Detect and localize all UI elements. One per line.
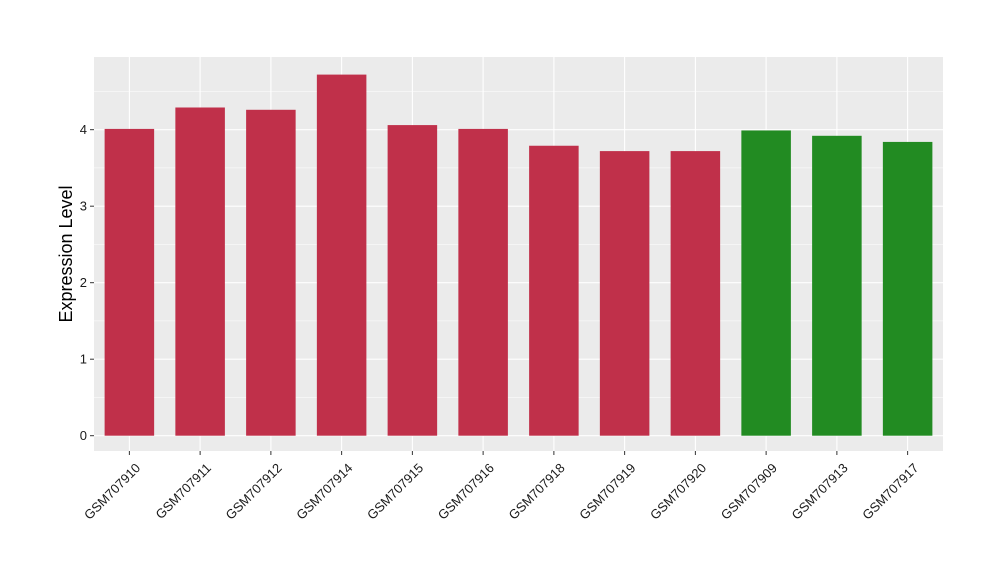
x-axis: GSM707910 GSM707911 GSM707912 GSM707914 GSM7… — [81, 451, 922, 523]
plot-panel — [94, 57, 943, 451]
x-tick-label: GSM707917 — [859, 460, 921, 522]
bar-GSM707915 — [387, 125, 438, 436]
bar-GSM707912 — [246, 109, 296, 436]
x-tick-label: GSM707918 — [506, 460, 568, 522]
x-tick-label: GSM707914 — [293, 460, 355, 522]
bar-GSM707909 — [741, 130, 791, 436]
y-tick-label: 0 — [80, 428, 87, 443]
bar-GSM707911 — [175, 107, 225, 436]
y-tick-label: 1 — [80, 352, 87, 367]
y-tick-label: 2 — [80, 275, 87, 290]
bar-GSM707917 — [882, 141, 933, 436]
y-tick-label: 4 — [80, 122, 87, 137]
bars — [104, 74, 933, 436]
x-tick-label: GSM707912 — [223, 460, 285, 522]
bar-GSM707918 — [529, 145, 579, 436]
bar-GSM707916 — [458, 128, 508, 436]
x-tick-label: GSM707909 — [718, 460, 780, 522]
x-tick-label: GSM707916 — [435, 460, 497, 522]
bar-GSM707919 — [599, 151, 650, 436]
x-tick-label: GSM707919 — [576, 460, 638, 522]
x-tick-label: GSM707920 — [647, 460, 709, 522]
y-tick-label: 3 — [80, 199, 87, 214]
x-tick-label: GSM707913 — [789, 460, 851, 522]
bar-GSM707914 — [316, 74, 367, 436]
bar-GSM707920 — [670, 151, 721, 436]
x-tick-label: GSM707910 — [81, 460, 143, 522]
x-tick-label: GSM707915 — [364, 460, 426, 522]
y-axis-title: Expression Level — [56, 185, 76, 322]
bar-GSM707913 — [812, 135, 862, 436]
y-axis: 0 1 2 3 4 — [80, 122, 94, 443]
x-tick-label: GSM707911 — [152, 460, 214, 522]
bar-GSM707910 — [104, 128, 155, 436]
